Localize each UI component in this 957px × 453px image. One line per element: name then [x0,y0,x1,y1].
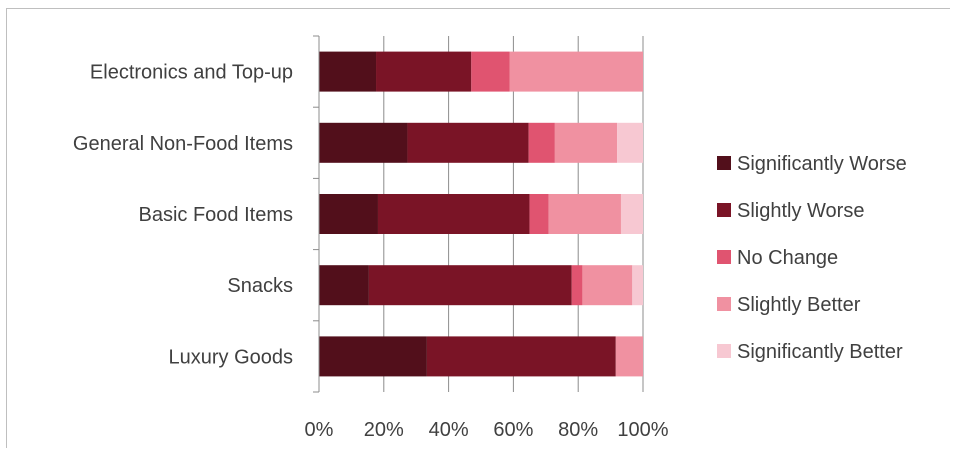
x-tick-label: 40% [429,419,469,441]
legend-swatch [717,344,731,358]
x-tick-label: 20% [364,419,404,441]
x-tick-label: 80% [558,419,598,441]
bar-segment [529,194,549,234]
bar-segment [376,51,472,92]
legend-swatch [717,250,731,264]
legend-label: Significantly Worse [737,153,907,175]
bars [319,51,643,377]
bar-segment [319,51,377,92]
category-labels: Luxury Goods Snacks Basic Food Items Genera… [73,62,293,369]
axes [313,35,320,393]
bar-segment [582,265,633,306]
chart-frame [6,8,950,448]
legend-swatch [717,297,731,311]
legend-label: Significantly Better [737,341,903,363]
legend-swatch [717,203,731,217]
x-tick-label: 100% [617,419,668,441]
bar-segment [426,336,616,377]
bar-segment [632,265,643,306]
legend-label: Slightly Worse [737,200,864,222]
legend-label: Slightly Better [737,294,861,316]
category-label: Luxury Goods [168,346,293,368]
bar-segment [615,336,643,377]
x-tick-labels: 0% 20% 40% 60% 80% 100% [305,419,669,441]
bar-segment [319,265,369,306]
bar-segment [528,122,555,163]
bar-segment [319,194,378,234]
bar-segment [554,122,618,163]
bar-segment [471,51,510,92]
bar-segment [368,265,572,306]
bar-segment [548,194,621,234]
bar-segment [319,122,408,163]
category-label: Basic Food Items [138,204,293,226]
legend: Significantly Worse Slightly Worse No Chan… [717,153,907,363]
bar-segment [617,122,643,163]
bar-segment [509,51,643,92]
category-label: Snacks [227,275,293,297]
category-label: General Non-Food Items [73,133,293,155]
category-label: Electronics and Top-up [90,62,293,84]
x-tick-label: 60% [493,419,533,441]
legend-label: No Change [737,247,838,269]
bar-segment [571,265,583,306]
legend-swatch [717,156,731,170]
bar-segment [407,122,529,163]
x-tick-label: 0% [305,419,334,441]
bar-segment [319,336,427,377]
bar-segment [377,194,530,234]
bar-segment [620,194,643,234]
